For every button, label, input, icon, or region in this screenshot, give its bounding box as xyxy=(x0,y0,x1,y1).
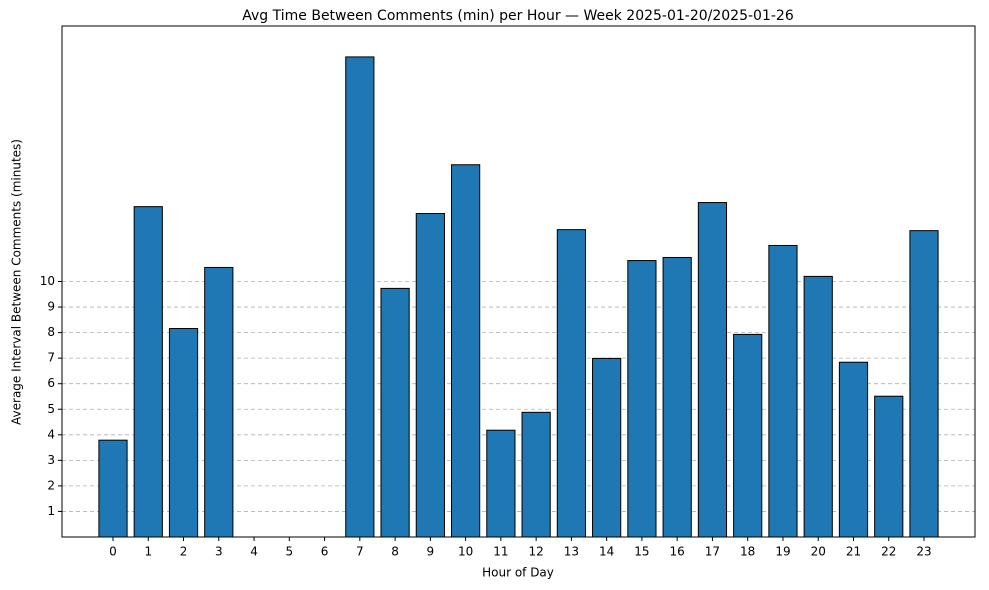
x-tick-label: 7 xyxy=(356,545,364,559)
bar xyxy=(451,164,481,538)
bar xyxy=(803,275,833,538)
bar xyxy=(768,244,798,538)
x-tick-label: 11 xyxy=(493,545,508,559)
y-tick-label: 3 xyxy=(47,453,55,467)
bar xyxy=(838,361,869,538)
bar xyxy=(380,287,410,538)
y-tick-label: 1 xyxy=(47,504,55,518)
y-tick-label: 7 xyxy=(47,351,55,365)
x-axis-label: Hour of Day xyxy=(482,566,554,580)
x-tick-label: 13 xyxy=(564,545,579,559)
x-tick-label: 1 xyxy=(144,545,152,559)
bar xyxy=(874,395,904,538)
x-tick-label: 23 xyxy=(916,545,931,559)
x-tick-label: 16 xyxy=(670,545,685,559)
x-tick-label: 17 xyxy=(705,545,720,559)
x-tick-label: 9 xyxy=(427,545,435,559)
bar xyxy=(697,202,728,538)
bar xyxy=(521,411,551,538)
x-tick-label: 8 xyxy=(391,545,399,559)
x-tick-label: 4 xyxy=(250,545,258,559)
x-tick-label: 14 xyxy=(599,545,614,559)
bar xyxy=(733,333,763,538)
y-tick-label: 9 xyxy=(47,300,55,314)
bar xyxy=(98,439,128,538)
y-tick-label: 8 xyxy=(47,325,55,339)
y-axis-label: Average Interval Between Comments (minut… xyxy=(10,139,24,425)
x-tick-label: 6 xyxy=(321,545,329,559)
x-tick-label: 19 xyxy=(775,545,790,559)
x-tick-label: 22 xyxy=(881,545,896,559)
x-tick-label: 2 xyxy=(180,545,188,559)
x-tick-label: 12 xyxy=(528,545,543,559)
x-tick-label: 20 xyxy=(811,545,826,559)
bar xyxy=(909,230,939,538)
bar xyxy=(133,206,163,538)
bar xyxy=(168,328,199,538)
y-tick-label: 2 xyxy=(47,478,55,492)
bar xyxy=(345,56,375,538)
bar xyxy=(662,256,692,538)
x-tick-label: 10 xyxy=(458,545,473,559)
y-tick-label: 4 xyxy=(47,427,55,441)
x-tick-label: 0 xyxy=(109,545,117,559)
x-tick-label: 15 xyxy=(634,545,649,559)
bar xyxy=(415,213,445,538)
y-tick-label: 5 xyxy=(47,402,55,416)
x-tick-label: 3 xyxy=(215,545,223,559)
bar xyxy=(627,260,657,538)
y-tick-label: 10 xyxy=(40,274,55,288)
bar xyxy=(204,266,234,538)
y-tick-label: 6 xyxy=(47,376,55,390)
bar xyxy=(592,357,622,538)
plot-frame xyxy=(61,25,976,538)
x-tick-label: 5 xyxy=(285,545,293,559)
x-tick-label: 18 xyxy=(740,545,755,559)
bar xyxy=(486,429,516,538)
x-tick-label: 21 xyxy=(846,545,861,559)
chart-title: Avg Time Between Comments (min) per Hour… xyxy=(242,8,794,24)
bar xyxy=(556,229,586,538)
